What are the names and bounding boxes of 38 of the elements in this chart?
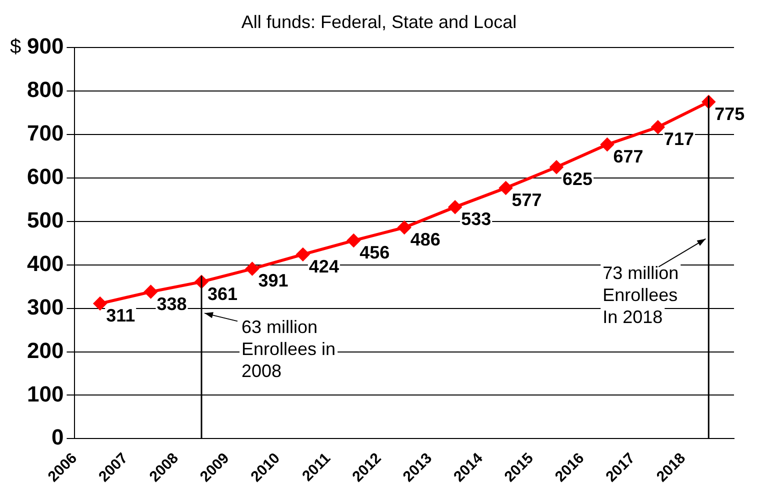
ref-line-label: 63 million Enrollees in 2008 xyxy=(241,317,336,382)
y-tick-label: 300 xyxy=(26,294,64,320)
data-label: 456 xyxy=(360,242,390,262)
y-tick-label: 900 xyxy=(26,34,64,59)
data-label: 533 xyxy=(461,209,492,230)
y-tick-label: 400 xyxy=(26,250,64,276)
chart-title: All funds: Federal, State and Local xyxy=(241,12,517,32)
point xyxy=(246,262,259,276)
point xyxy=(144,285,158,298)
data-label: 677 xyxy=(613,146,644,166)
point xyxy=(296,248,310,261)
data-label: 486 xyxy=(410,229,440,250)
point xyxy=(448,200,462,214)
data-label: 361 xyxy=(207,284,238,304)
point xyxy=(550,160,563,174)
data-label: 625 xyxy=(562,169,593,190)
data-label: 577 xyxy=(512,190,542,210)
data-label: 424 xyxy=(308,256,339,276)
point xyxy=(398,220,411,234)
point xyxy=(347,234,360,248)
y-tick-label: 100 xyxy=(26,381,64,406)
y-tick-label: 500 xyxy=(26,207,64,232)
y-tick-label: 700 xyxy=(26,120,64,146)
point xyxy=(94,297,107,310)
y-tick-label: 600 xyxy=(26,164,64,190)
y-tick-label: 0 xyxy=(51,424,64,450)
point xyxy=(600,138,614,151)
y-axis-title: $ xyxy=(10,36,22,58)
point xyxy=(499,181,512,194)
data-label: 338 xyxy=(156,294,187,314)
ref-line-label: 73 million Enrollees In 2018 xyxy=(602,262,679,327)
y-tick-label: 800 xyxy=(26,77,64,102)
y-tick-label: 200 xyxy=(26,338,64,363)
data-label: 717 xyxy=(664,129,694,150)
data-label: 311 xyxy=(106,306,136,326)
point xyxy=(651,120,664,134)
data-label: 775 xyxy=(714,104,745,124)
data-label: 391 xyxy=(258,270,288,291)
